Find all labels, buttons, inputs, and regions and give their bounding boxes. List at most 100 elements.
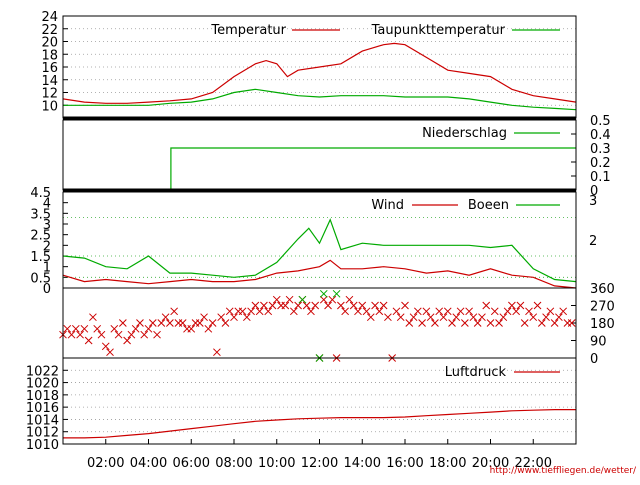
direction-point — [251, 301, 260, 310]
direction-point — [63, 324, 72, 333]
direction-point — [195, 319, 204, 327]
direction-point — [533, 301, 542, 310]
direction-point — [187, 324, 196, 333]
direction-point — [371, 301, 379, 310]
direction-point — [490, 307, 499, 316]
ytick-label-pressure: 1020 — [26, 377, 59, 392]
direction-point — [127, 330, 136, 339]
precipitation-line — [63, 147, 576, 191]
direction-point — [341, 307, 350, 316]
ytick-label-wind: 2 — [43, 239, 51, 254]
direction-point — [486, 319, 495, 327]
direction-point — [358, 301, 367, 310]
direction-point — [213, 348, 221, 357]
direction-point — [294, 301, 302, 310]
direction-point — [546, 307, 555, 316]
direction-point — [136, 319, 144, 327]
direction-point — [550, 319, 559, 327]
direction-point — [307, 307, 315, 316]
direction-point — [131, 324, 140, 333]
ytick-label-precipitation: 0.4 — [590, 128, 611, 143]
xtick-label: 08:00 — [215, 456, 252, 471]
direction-point — [264, 307, 273, 316]
direction-point — [80, 324, 89, 333]
direction-point — [495, 319, 503, 327]
ytick-label-temperature: 10 — [41, 99, 58, 114]
ytick-label-direction: 0 — [590, 352, 598, 367]
direction-point — [409, 313, 418, 322]
direction-point — [101, 342, 110, 351]
direction-point — [281, 301, 290, 310]
direction-point — [512, 307, 521, 316]
ytick-label-temperature: 20 — [41, 36, 58, 51]
ytick-label-precipitation: 0 — [590, 184, 598, 199]
direction-point — [118, 319, 127, 327]
wind-line — [62, 259, 577, 289]
direction-point — [298, 295, 307, 304]
direction-point — [230, 313, 238, 322]
legend-label-wind: Wind — [371, 198, 404, 213]
direction-point — [366, 313, 375, 322]
direction-point — [242, 313, 251, 322]
ytick-label-temperature: 24 — [41, 10, 58, 25]
direction-point — [456, 307, 465, 316]
direction-point — [178, 319, 187, 327]
direction-point — [379, 301, 388, 310]
direction-point — [516, 301, 525, 310]
gust-line — [62, 218, 577, 283]
xtick-label: 02:00 — [87, 456, 124, 471]
direction-point — [345, 295, 354, 304]
direction-point — [161, 313, 170, 322]
direction-point — [520, 319, 529, 327]
ytick-label-pressure: 1014 — [26, 413, 59, 428]
direction-point — [555, 313, 563, 322]
direction-point — [328, 295, 337, 304]
direction-point — [537, 319, 546, 327]
direction-point — [208, 319, 217, 327]
xtick-label: 14:00 — [344, 456, 381, 471]
pressure-line — [63, 409, 576, 439]
direction-point — [362, 307, 371, 316]
legend-label-dewpoint: Taupunkttemperatur — [371, 23, 506, 38]
direction-point — [89, 313, 97, 322]
direction-point — [401, 301, 409, 310]
direction-point — [422, 307, 431, 316]
direction-point — [435, 307, 444, 316]
direction-point — [384, 313, 392, 322]
direction-point — [71, 324, 80, 333]
direction-point — [469, 313, 478, 322]
direction-point — [349, 301, 358, 310]
y2tick-label-wind: 3 — [589, 194, 597, 209]
direction-point — [396, 313, 405, 322]
credit-url: http://www.tieffliegen.de/wetter/ — [489, 466, 636, 476]
direction-point — [247, 307, 255, 316]
ytick-label-temperature: 16 — [41, 61, 58, 76]
direction-point — [499, 313, 508, 322]
legend-label-gust: Boeen — [468, 198, 509, 213]
ytick-label-wind: 0.5 — [30, 271, 51, 286]
direction-point — [431, 319, 439, 327]
ytick-label-wind: 3.5 — [30, 207, 51, 222]
ytick-label-wind: 4.5 — [30, 186, 51, 201]
direction-point — [460, 319, 469, 327]
direction-point — [392, 307, 401, 316]
direction-point — [272, 295, 281, 304]
ytick-label-pressure: 1022 — [26, 364, 59, 379]
direction-point — [140, 330, 149, 339]
direction-point — [426, 313, 435, 322]
direction-point — [97, 330, 106, 339]
ytick-label-wind: 0 — [43, 282, 51, 297]
direction-point — [144, 324, 153, 333]
direction-point — [452, 313, 461, 322]
ytick-label-pressure: 1016 — [26, 401, 59, 416]
direction-point — [319, 295, 328, 304]
direction-point — [268, 301, 277, 310]
direction-point — [324, 301, 332, 310]
direction-point — [337, 301, 345, 310]
direction-point — [260, 301, 268, 310]
ytick-label-wind: 2.5 — [30, 229, 51, 244]
direction-point — [221, 319, 230, 327]
xtick-label: 18:00 — [429, 456, 466, 471]
